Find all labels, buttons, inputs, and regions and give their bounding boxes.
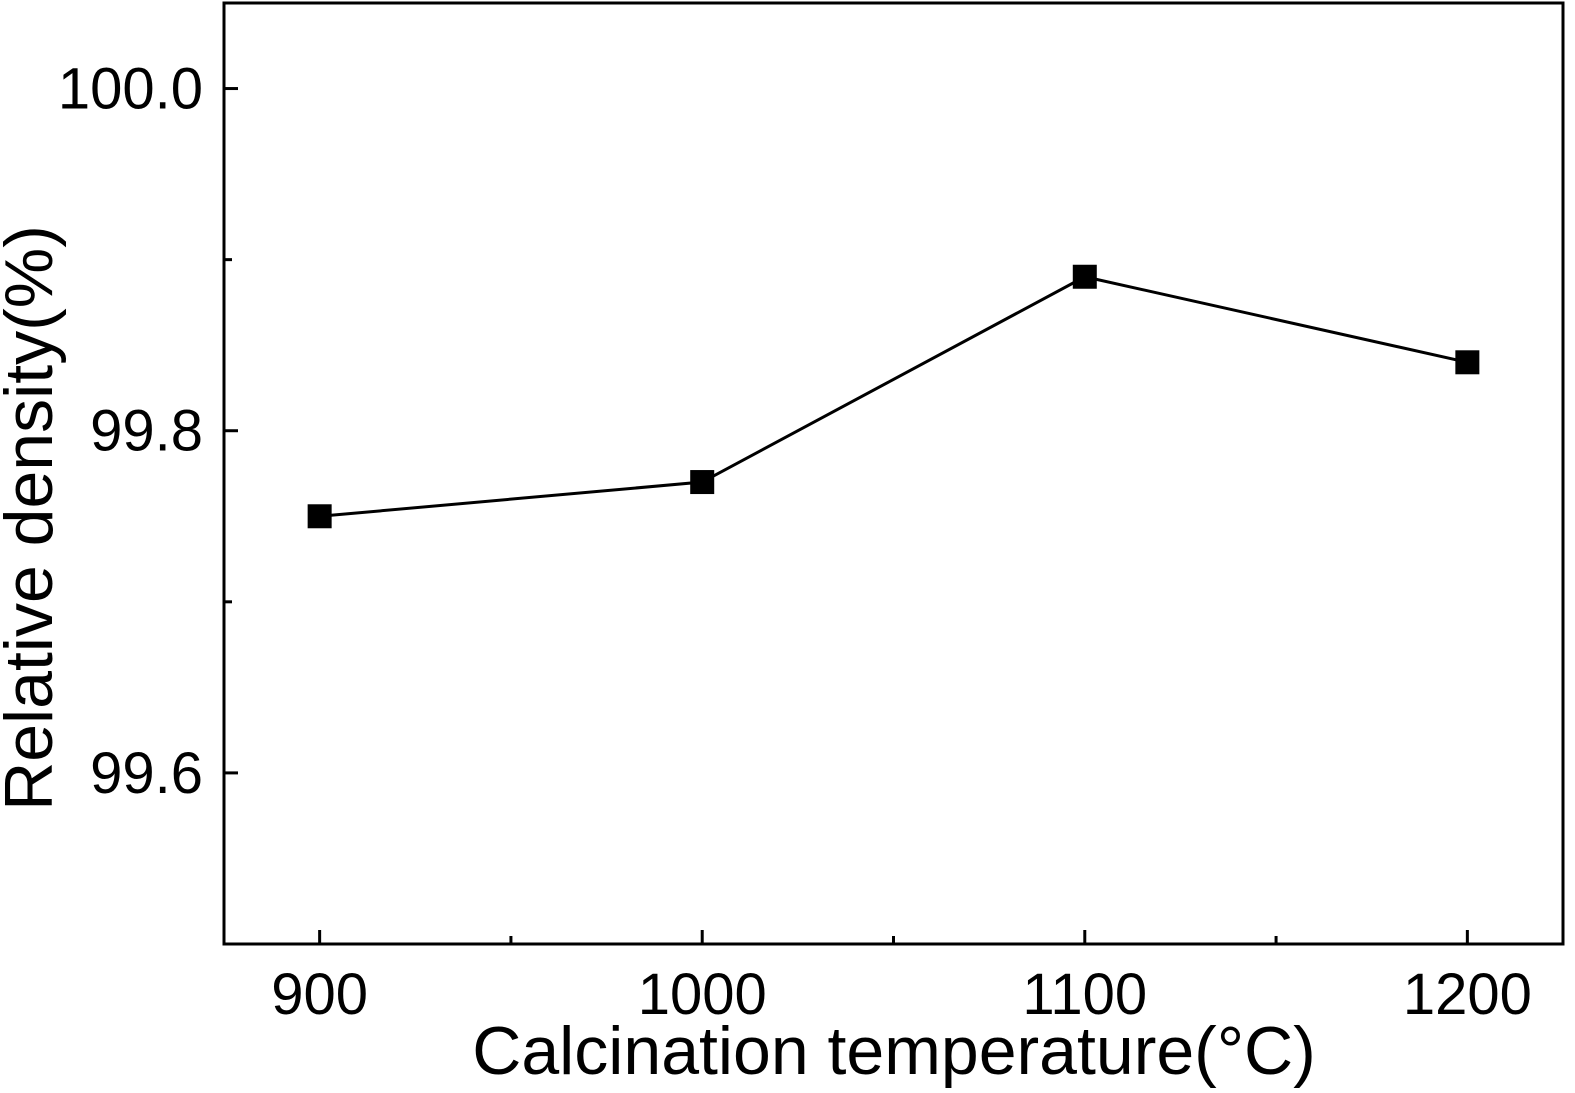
y-axis-tick-labels: 99.6 99.8 100.0	[58, 57, 203, 806]
data-point-marker	[1455, 350, 1480, 375]
data-point-marker	[690, 470, 715, 495]
y-tick-label: 99.6	[90, 741, 203, 806]
x-axis-tick-labels: 900 1000 1100 1200	[271, 962, 1532, 1027]
x-tick-label: 1200	[1403, 962, 1532, 1027]
data-point-marker	[1072, 264, 1097, 289]
x-tick-label: 1000	[638, 962, 767, 1027]
y-tick-label: 99.8	[90, 399, 203, 464]
y-tick-label: 100.0	[58, 57, 203, 122]
y-axis-title: Relative density(%)	[0, 225, 67, 811]
plot-frame	[222, 1, 1565, 946]
x-tick-label: 1100	[1022, 962, 1147, 1027]
data-point-marker	[307, 504, 332, 529]
x-axis-title: Calcination temperature(°C)	[472, 1013, 1316, 1089]
series-line	[319, 275, 1468, 518]
y-axis-ticks	[224, 87, 238, 775]
x-tick-label: 900	[271, 962, 368, 1027]
x-axis-ticks	[318, 930, 1469, 944]
series-layer	[307, 264, 1480, 529]
